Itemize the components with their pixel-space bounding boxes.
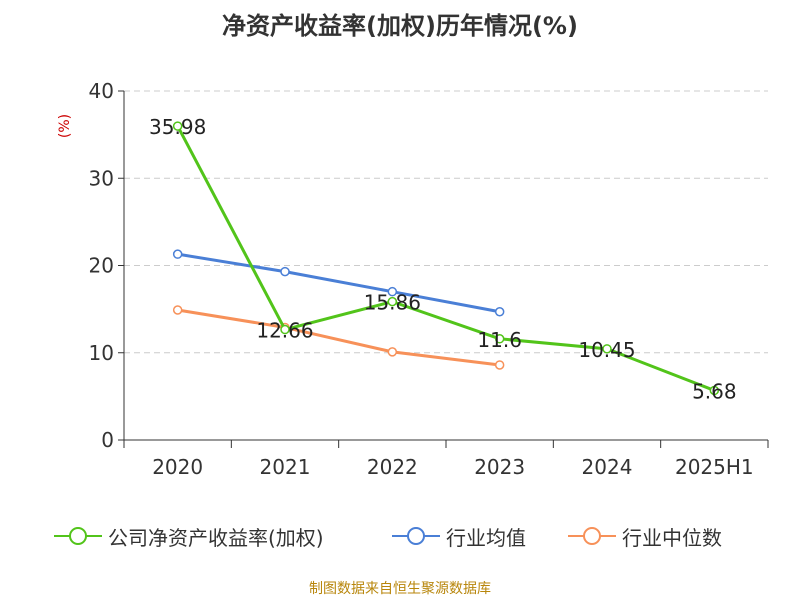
x-tick-label: 2021 (260, 455, 311, 479)
legend-item-industry-median[interactable]: 行业中位数 (566, 520, 722, 552)
data-label: 5.68 (692, 379, 737, 403)
grid-lines (124, 90, 768, 354)
x-tick-label: 2023 (474, 455, 525, 479)
chart-title: 净资产收益率(加权)历年情况(%) (222, 12, 578, 40)
data-point (172, 305, 183, 315)
data-point (280, 324, 290, 335)
data-labels: 35.98 12.66 15.86 11.6 10.45 5.68 (149, 115, 737, 403)
legend-swatch-icon (54, 527, 102, 545)
legend-label: 公司净资产收益率(加权) (108, 525, 324, 550)
data-point (172, 121, 183, 131)
data-point (494, 360, 505, 370)
data-label: 11.6 (477, 328, 522, 352)
data-label: 10.45 (578, 338, 635, 362)
data-point (172, 249, 183, 259)
y-tick-label: 20 (89, 254, 114, 278)
axes: 0 10 20 30 40 (%) 2020 2021 2022 2023 2024 2025H1 (57, 79, 769, 479)
series-lines (172, 121, 720, 396)
data-point (387, 347, 398, 357)
data-label: 12.66 (256, 319, 313, 343)
y-axis-label: (%) (57, 114, 73, 138)
series-line (177, 252, 500, 314)
x-tick-label: 2024 (582, 455, 633, 479)
data-point (387, 286, 398, 297)
y-tick-label: 40 (89, 79, 114, 103)
legend-item-industry-mean[interactable]: 行业均值 (390, 520, 526, 552)
y-tick-label: 10 (89, 341, 114, 365)
source-note: 制图数据来自恒生聚源数据库 (309, 581, 491, 597)
x-tick-label: 2022 (367, 455, 418, 479)
x-tick-label: 2020 (152, 455, 203, 479)
legend-item-company-roe[interactable]: 公司净资产收益率(加权) (52, 520, 324, 552)
x-tick-label: 2025H1 (675, 455, 754, 479)
legend-swatch-icon (568, 527, 616, 545)
legend-label: 行业中位数 (622, 525, 722, 550)
y-tick-label: 30 (89, 166, 114, 190)
data-point (387, 296, 398, 307)
data-point (494, 306, 505, 317)
legend-swatch-icon (392, 527, 440, 545)
data-point (602, 344, 612, 354)
data-point (494, 334, 505, 344)
legend-label: 行业均值 (446, 525, 526, 550)
series-line (177, 308, 500, 367)
data-label: 15.86 (364, 291, 421, 315)
data-point (709, 385, 720, 396)
series-line (176, 125, 715, 392)
y-tick-label: 0 (101, 428, 114, 452)
data-label: 35.98 (149, 115, 206, 139)
data-point (280, 266, 290, 277)
